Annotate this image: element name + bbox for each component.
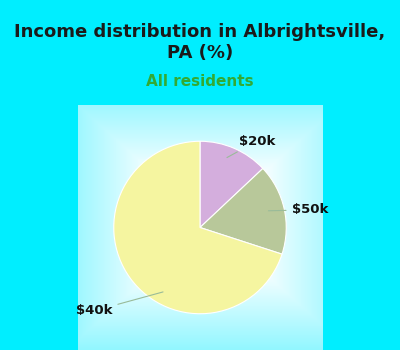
Text: All residents: All residents: [146, 74, 254, 89]
Text: Income distribution in Albrightsville,
PA (%): Income distribution in Albrightsville, P…: [14, 23, 386, 62]
Wedge shape: [200, 141, 263, 228]
Text: $20k: $20k: [227, 135, 275, 158]
Wedge shape: [114, 141, 282, 314]
Text: $50k: $50k: [268, 203, 328, 216]
Text: $40k: $40k: [76, 292, 163, 317]
Wedge shape: [200, 168, 286, 254]
